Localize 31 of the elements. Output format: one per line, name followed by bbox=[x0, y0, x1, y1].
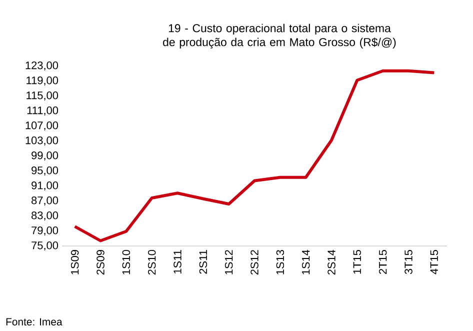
y-tick-label: 83,00 bbox=[32, 211, 58, 221]
y-tick-label: 95,00 bbox=[32, 166, 58, 176]
y-tick-label: 107,00 bbox=[26, 121, 58, 131]
y-tick-label: 87,00 bbox=[32, 196, 58, 206]
x-tick-label: 2S12 bbox=[250, 250, 258, 275]
x-tick-label: 2T15 bbox=[378, 250, 387, 274]
y-tick-label: 115,00 bbox=[26, 91, 58, 101]
y-tick-label: 99,00 bbox=[32, 151, 58, 161]
source-note: Fonte: Imea bbox=[6, 318, 62, 326]
x-tick-label: 2S09 bbox=[96, 250, 104, 275]
x-tick-label: 1S10 bbox=[122, 250, 130, 274]
x-tick-label: 3T15 bbox=[404, 250, 412, 274]
y-tick-label: 75,00 bbox=[32, 241, 58, 251]
x-tick-label: 1S11 bbox=[174, 250, 182, 274]
y-tick-label: 111,00 bbox=[27, 106, 58, 116]
x-tick-label: 2S11 bbox=[199, 250, 208, 274]
x-tick-label: 1S12 bbox=[224, 250, 233, 274]
x-tick-label: 1S14 bbox=[302, 250, 310, 274]
line-series bbox=[73, 69, 436, 242]
x-tick-label: 1S09 bbox=[70, 250, 79, 274]
x-tick-label: 1S13 bbox=[276, 250, 284, 274]
x-tick-label: 2S10 bbox=[148, 250, 156, 275]
x-tick-label: 1T15 bbox=[353, 250, 361, 274]
x-tick-label: 2S14 bbox=[328, 250, 336, 275]
chart-title: 19 - Custo operacional total para o sistema de produção da cria em Mato Grosso (R$/@) bbox=[163, 24, 396, 48]
y-tick-label: 123,00 bbox=[26, 61, 58, 71]
y-tick-label: 119,00 bbox=[26, 76, 58, 86]
y-tick-label: 91,00 bbox=[32, 181, 58, 191]
y-tick-label: 103,00 bbox=[26, 136, 58, 146]
y-tick-label: 79,00 bbox=[32, 226, 58, 236]
x-tick-label: 4T15 bbox=[430, 250, 438, 274]
